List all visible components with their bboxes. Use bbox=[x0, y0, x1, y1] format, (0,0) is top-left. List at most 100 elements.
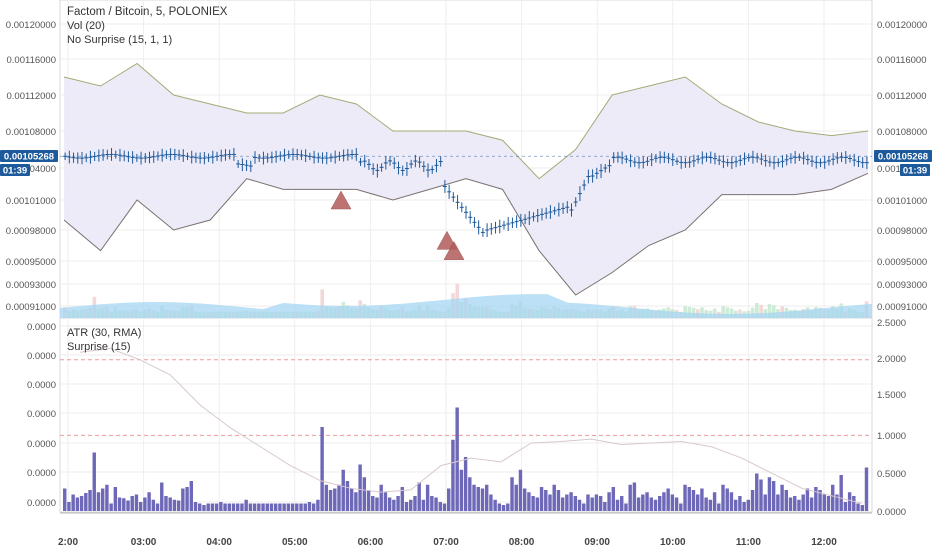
surprise-bar bbox=[71, 494, 75, 511]
surprise-bar bbox=[822, 494, 827, 511]
surprise-bar bbox=[801, 494, 805, 511]
volume-bar bbox=[738, 309, 742, 318]
left-price-tick: 0.00116000 bbox=[7, 55, 57, 66]
right-price-tick: 0.00093000 bbox=[877, 280, 927, 291]
upper-band-line bbox=[63, 62, 869, 180]
right-price-tick: 0.00108000 bbox=[877, 127, 927, 138]
surprise-bar bbox=[847, 492, 852, 511]
surprise-bar bbox=[210, 503, 215, 511]
surprise-bar bbox=[717, 503, 721, 511]
surprise-bar bbox=[126, 500, 130, 511]
surprise-bar bbox=[134, 494, 139, 511]
right-price-tick: 0.00112000 bbox=[877, 91, 927, 102]
surprise-bar bbox=[860, 505, 864, 511]
surprise-bar bbox=[750, 490, 755, 511]
surprise-bar bbox=[307, 502, 312, 511]
surprise-bar bbox=[328, 490, 333, 511]
surprise-bar bbox=[552, 484, 556, 511]
volume-bars bbox=[60, 283, 872, 318]
left-price-tick: 0.00104000 bbox=[6, 164, 56, 175]
price-badges: 0.00105268 01:39 0.00105268 01:39 bbox=[0, 150, 932, 177]
surprise-bar bbox=[185, 487, 189, 511]
surprise-bar bbox=[683, 484, 687, 511]
right-price-badge: 0.00105268 bbox=[878, 152, 928, 163]
surprise-bar bbox=[320, 427, 324, 511]
legend-no-surprise[interactable]: No Surprise (15, 1, 1) bbox=[67, 34, 173, 46]
surprise-bar bbox=[531, 496, 535, 511]
sub-left-tick: 0.0000 bbox=[27, 439, 56, 450]
sub-left-tick: 0.0000 bbox=[27, 409, 56, 420]
surprise-bar bbox=[383, 492, 388, 511]
surprise-bar bbox=[400, 487, 405, 511]
surprise-bar bbox=[767, 477, 772, 511]
surprise-bar bbox=[771, 481, 776, 511]
surprise-bar bbox=[88, 490, 92, 511]
surprise-bar bbox=[598, 496, 603, 511]
surprise-bar bbox=[282, 503, 286, 511]
right-price-tick: 0.00095000 bbox=[877, 257, 927, 268]
left-price-tick: 0.00095000 bbox=[6, 257, 56, 268]
surprise-bar bbox=[826, 496, 831, 511]
legend-atr[interactable]: ATR (30, RMA) bbox=[67, 327, 142, 339]
surprise-bar bbox=[417, 482, 421, 511]
legend-vol[interactable]: Vol (20) bbox=[67, 20, 105, 32]
surprise-bar bbox=[425, 484, 430, 511]
sub-right-tick: 2.5000 bbox=[877, 318, 906, 329]
surprise-bar bbox=[193, 502, 198, 511]
surprise-bar bbox=[468, 477, 472, 511]
right-countdown-badge: 01:39 bbox=[903, 166, 927, 177]
surprise-bar bbox=[539, 487, 544, 511]
surprise-bar bbox=[430, 496, 434, 511]
surprise-bar bbox=[219, 502, 223, 511]
surprise-bar bbox=[387, 497, 392, 511]
surprise-bar bbox=[548, 494, 552, 511]
left-price-tick: 0.00098000 bbox=[6, 226, 56, 237]
surprise-bar bbox=[721, 484, 725, 511]
surprise-bar bbox=[455, 407, 459, 511]
surprise-bar bbox=[265, 503, 269, 511]
sub-right-tick: 2.0000 bbox=[877, 354, 906, 365]
surprise-bar bbox=[480, 488, 485, 511]
surprise-bar bbox=[100, 488, 105, 511]
surprise-bar bbox=[586, 494, 590, 511]
surprise-bar bbox=[223, 503, 227, 511]
surprise-bar bbox=[96, 492, 101, 511]
surprise-bar bbox=[138, 502, 143, 511]
surprise-bar bbox=[337, 484, 341, 511]
surprise-bar bbox=[662, 492, 666, 511]
surprise-bar bbox=[248, 503, 253, 511]
chart-title[interactable]: Factom / Bitcoin, 5, POLONIEX bbox=[67, 6, 228, 18]
surprise-bar bbox=[632, 482, 637, 511]
surprise-bar bbox=[311, 503, 316, 511]
surprise-bar bbox=[649, 497, 653, 511]
surprise-bar bbox=[489, 494, 493, 511]
volume-bar bbox=[700, 307, 704, 318]
surprise-bar bbox=[451, 439, 455, 511]
legend-surprise[interactable]: Surprise (15) bbox=[67, 341, 131, 353]
surprise-bar bbox=[666, 488, 670, 511]
price-candles bbox=[60, 147, 872, 238]
surprise-bar bbox=[130, 496, 134, 511]
surprise-bar bbox=[324, 484, 329, 511]
surprise-bar bbox=[670, 494, 675, 511]
surprise-bar bbox=[151, 499, 156, 511]
surprise-bar bbox=[231, 503, 236, 511]
surprise-bar bbox=[611, 487, 616, 511]
surprise-bar bbox=[658, 496, 662, 511]
left-price-badge-bg bbox=[0, 150, 58, 162]
surprise-bar bbox=[569, 492, 573, 511]
surprise-bar bbox=[84, 493, 88, 511]
surprise-bar bbox=[746, 499, 751, 511]
surprise-bar bbox=[784, 490, 789, 511]
surprise-bar bbox=[497, 503, 502, 511]
surprise-bar bbox=[371, 496, 375, 511]
surprise-bar bbox=[708, 499, 713, 511]
surprise-bar bbox=[240, 503, 244, 511]
time-tick-label: 08:00 bbox=[509, 537, 535, 548]
surprise-bar bbox=[742, 502, 746, 511]
price-axes: 0.00120000 0.00120000 0.00116000 0.00116000… bbox=[6, 20, 927, 313]
surprise-bar bbox=[252, 503, 257, 511]
surprise-bar bbox=[105, 484, 109, 511]
surprise-bar bbox=[691, 490, 696, 511]
